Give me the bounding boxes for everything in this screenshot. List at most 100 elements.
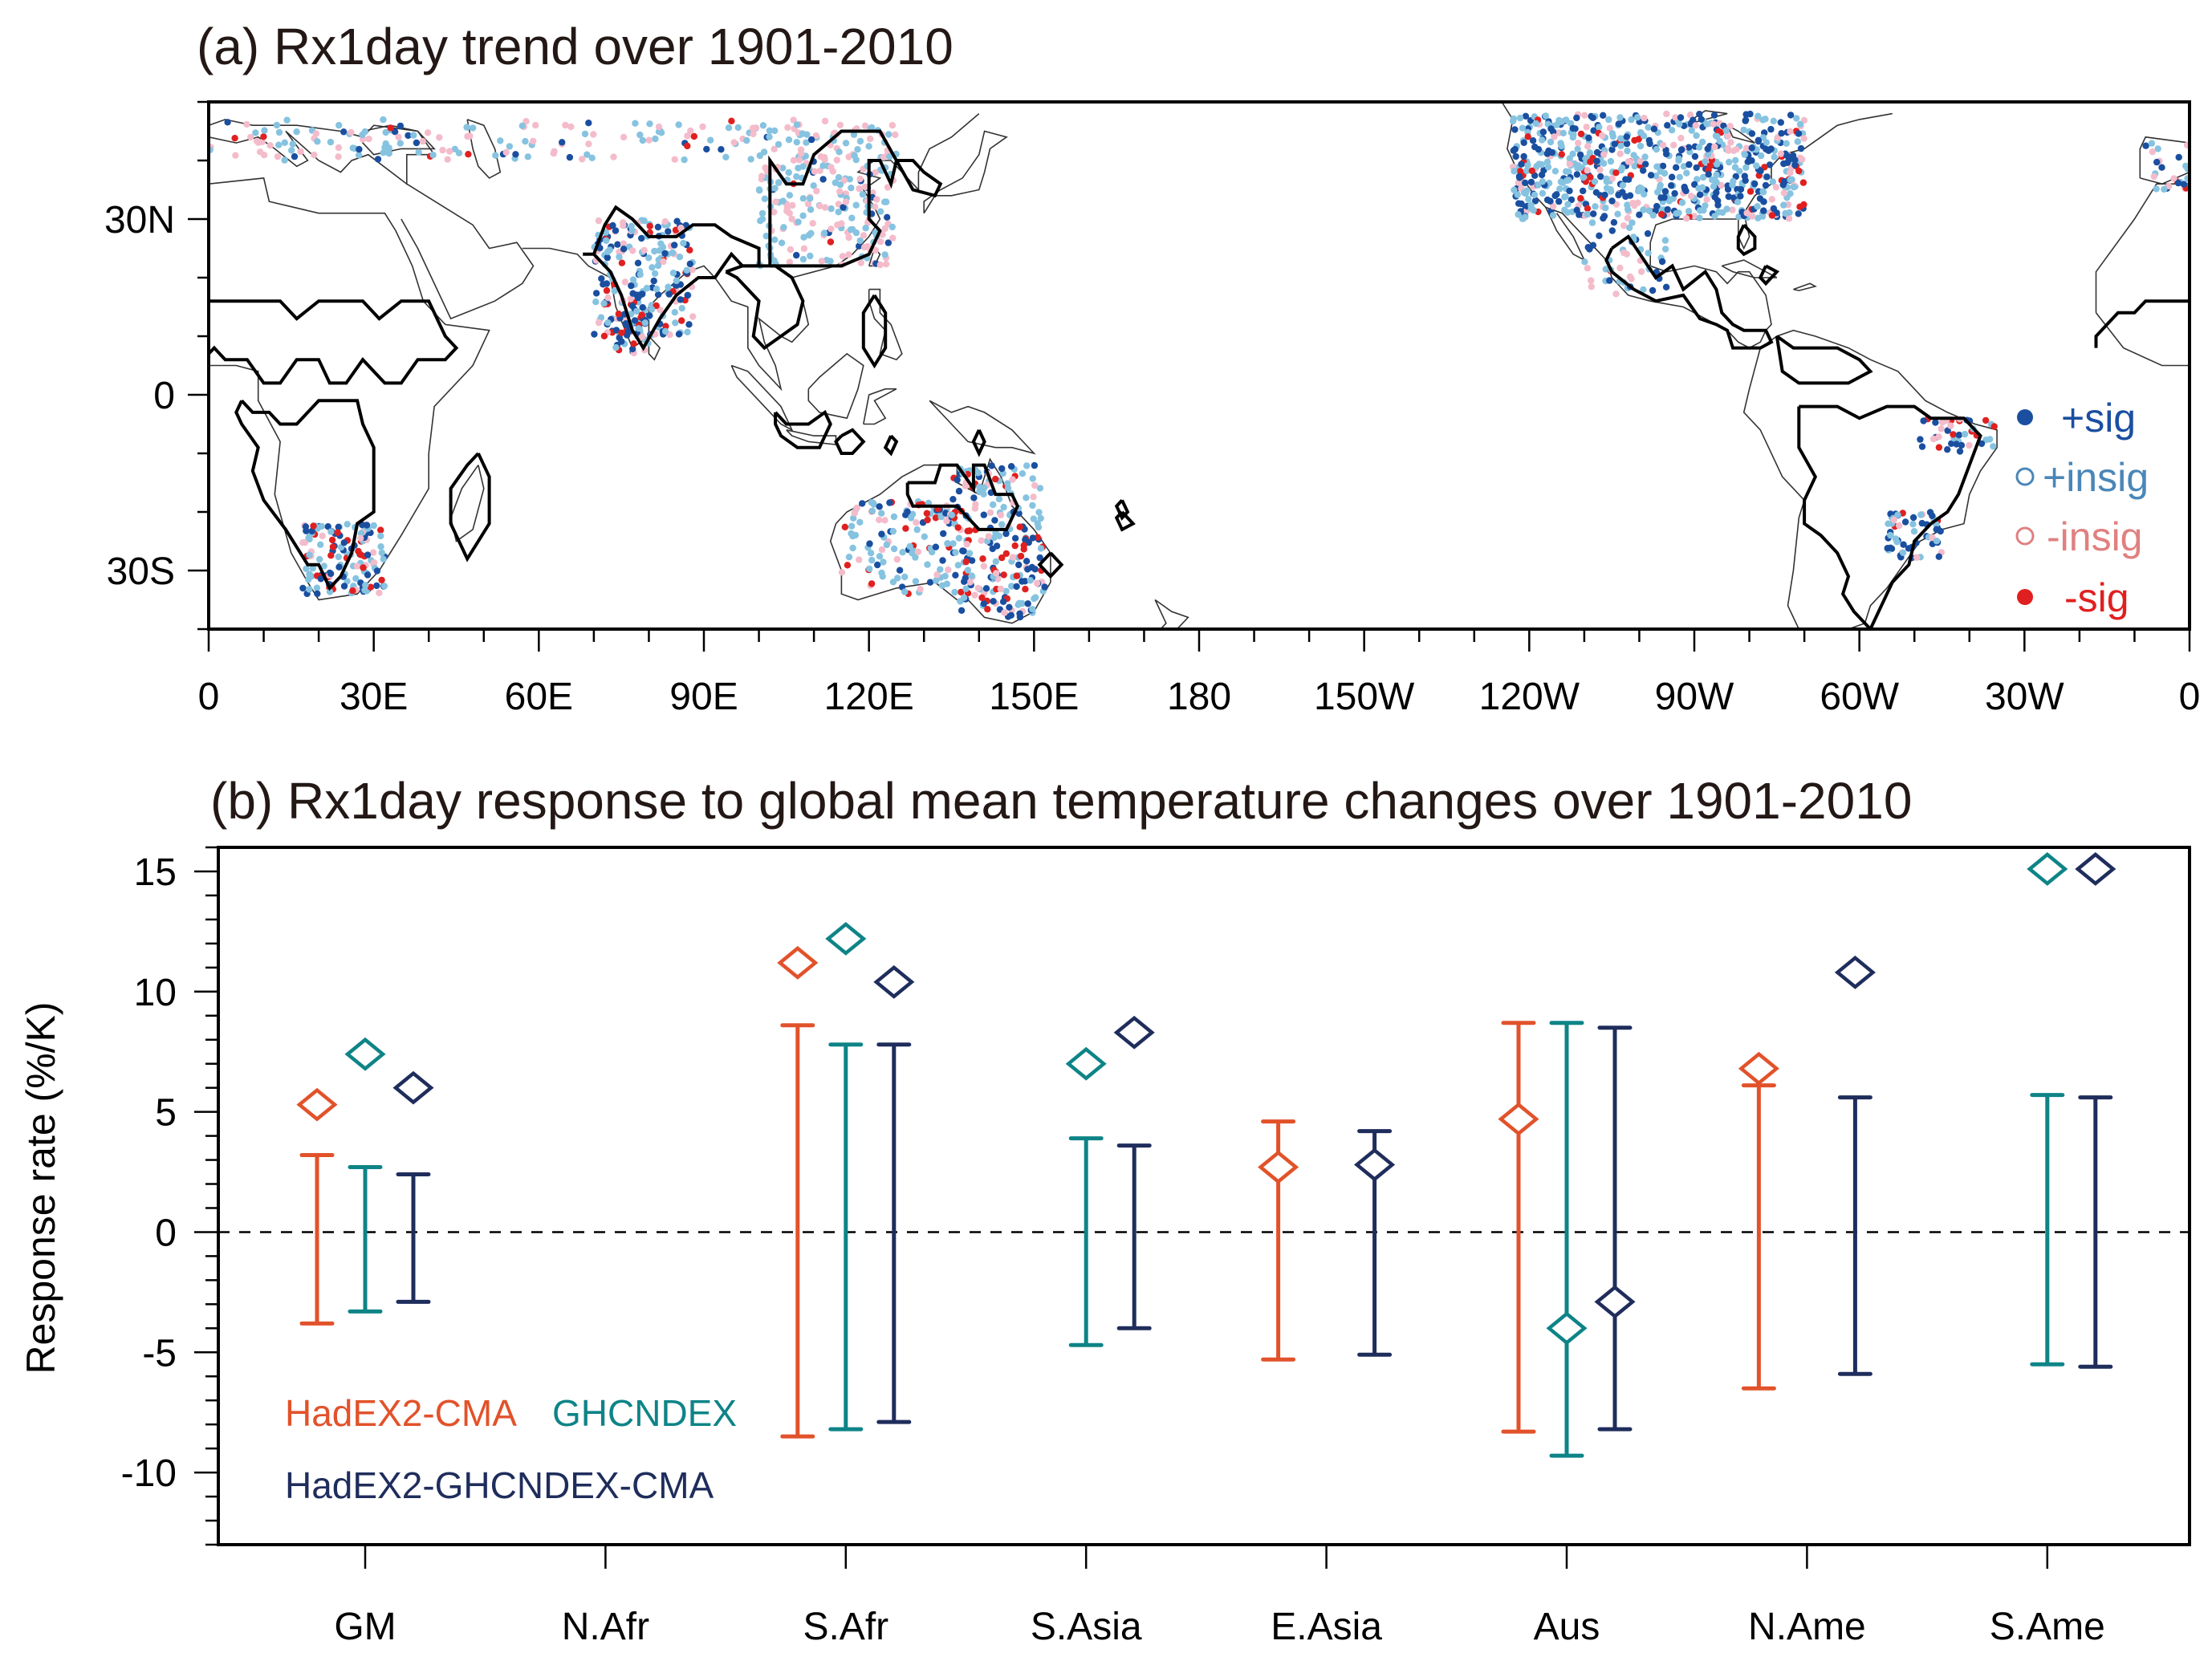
station-dot [672,226,680,234]
station-dot [952,571,959,579]
coastline [2095,312,2190,367]
station-dot [675,121,682,128]
station-dot [876,238,884,246]
station-dot [314,590,321,598]
station-dot [1780,189,1788,197]
station-dot [288,147,295,154]
station-dot [1618,164,1626,172]
station-dot [827,164,835,171]
region-outline [1775,335,1873,385]
station-dot [1780,201,1787,209]
station-dot [1799,156,1806,163]
legend-label-neg-insig: -insig [2047,514,2142,559]
station-dot [818,258,825,265]
station-dot [638,234,645,242]
station-dot [1592,203,1599,210]
station-dot [866,540,873,547]
station-dot [1645,136,1653,144]
station-dot [1730,147,1738,154]
station-dot [1600,160,1608,167]
station-dot [604,254,611,262]
coastline [401,183,535,320]
station-dot [1724,185,1732,193]
station-dot [1629,219,1636,226]
station-dot [893,555,901,563]
station-dot [376,589,383,597]
coastline [449,465,485,542]
station-dot [1748,157,1755,164]
station-dot [1518,160,1525,168]
station-dot [415,148,422,156]
station-dot [1033,579,1041,587]
station-dot [306,551,313,558]
station-dot [1777,150,1785,157]
station-dot [2149,148,2156,156]
station-dot [1511,186,1518,193]
station-dot [598,275,605,282]
station-dot [1576,211,1583,218]
station-dot [1581,112,1588,119]
station-dot [344,578,351,585]
station-dot [1661,188,1669,195]
station-dot [949,496,957,503]
station-dot [832,179,840,186]
station-dot [1735,213,1742,221]
station-dot [1637,142,1645,150]
station-dot [1569,134,1577,141]
station-dot [327,552,335,559]
station-dot [1661,237,1669,244]
station-dot [335,153,342,160]
station-dot [1653,145,1661,153]
station-dot [966,550,974,557]
station-dot [1757,168,1764,175]
station-dot [370,522,377,530]
station-dot [1719,209,1726,216]
station-dot [939,557,946,564]
station-dot [1740,126,1747,134]
station-dot [1678,146,1685,153]
station-dot [990,501,997,509]
station-dot [382,128,389,136]
station-dot [310,522,317,530]
station-dot [677,224,685,232]
station-dot [872,246,880,254]
station-dot [1696,207,1704,214]
station-dot [1787,112,1795,119]
lon-tick-label: 60E [505,676,573,718]
station-dot [896,567,904,574]
station-dot [974,469,982,477]
station-dot [652,135,659,143]
station-dot [980,562,988,570]
station-dot [1757,152,1765,160]
station-dot [1019,578,1026,585]
lon-tick-label: 0 [2179,676,2201,718]
station-dot [1693,164,1700,172]
station-dot [355,152,363,159]
map-area [209,102,2190,629]
station-dot [1955,431,1963,439]
station-dot [1006,603,1013,611]
station-dot [1990,443,1997,450]
station-dot [1511,168,1518,175]
station-dot [1641,190,1648,198]
station-dot [1596,232,1603,239]
error-bar [1741,1083,1776,1391]
station-dot [1023,494,1030,502]
station-dot [2153,185,2160,193]
station-dot [669,270,677,277]
station-dot [1896,522,1903,530]
station-dot [224,119,231,126]
station-dot [367,583,375,591]
station-dot [795,218,802,225]
coastline [929,400,1036,455]
station-dot [681,156,688,164]
station-dot [592,299,600,306]
station-dot [1617,142,1624,149]
station-dot [964,527,971,534]
station-dot [677,296,684,303]
station-dot [1616,150,1624,157]
station-dot [1714,197,1722,205]
diamond-marker [1546,1311,1588,1346]
diamond-marker [1498,1102,1539,1136]
station-dot [874,561,881,569]
